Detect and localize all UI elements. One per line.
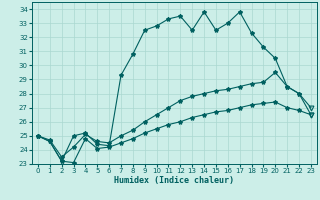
X-axis label: Humidex (Indice chaleur): Humidex (Indice chaleur) [115, 176, 234, 185]
